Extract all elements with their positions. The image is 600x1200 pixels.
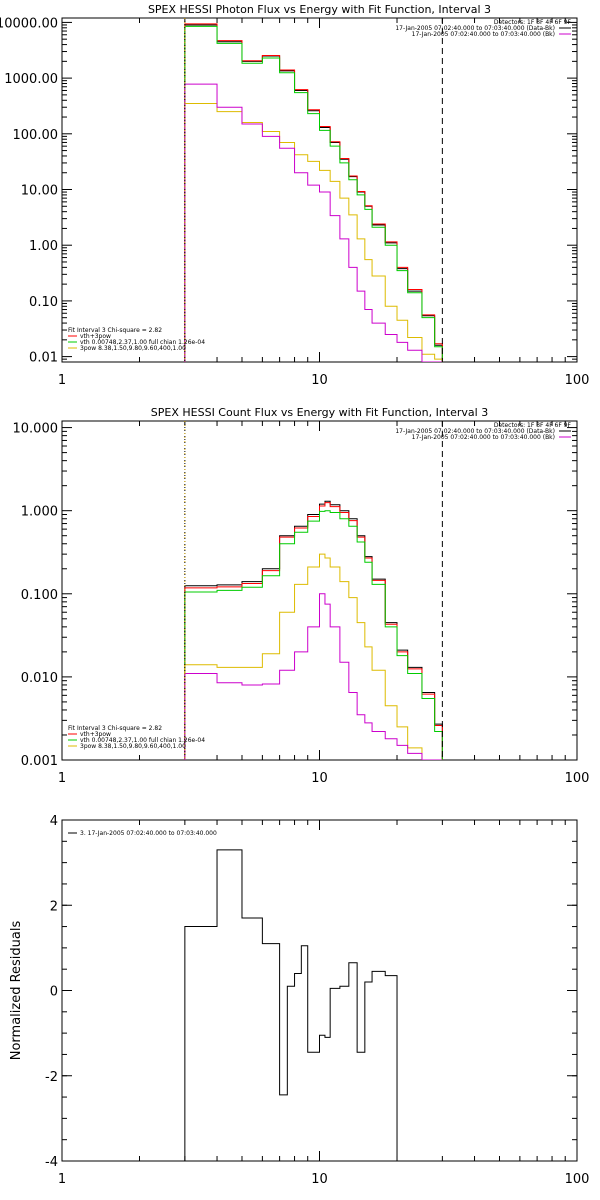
panel3-y-tick-label: -2	[45, 1070, 58, 1085]
count-flux-panel: SPEX HESSI Count Flux vs Energy with Fit…	[13, 406, 590, 786]
panel3-x-tick-label: 10	[311, 1172, 328, 1187]
panel2-series-3pow	[184, 553, 443, 760]
panel3-legend-left-text: 3. 17-Jan-2005 07:02:40.000 to 07:03:40.…	[80, 830, 217, 837]
panel1-series-vth	[184, 25, 443, 362]
panel3-y-tick-label: 2	[50, 899, 58, 914]
panel2-y-tick-label: 10.000	[13, 422, 59, 437]
panel2-legend-left-text: 3pow 8.38,1.50,9.80,9.60,400,1.00	[80, 743, 186, 750]
panel1-legend-left-text: 3pow 8.38,1.50,9.80,9.60,400,1.00	[80, 345, 186, 352]
panel2-legend-right-text: 17-Jan-2005 07:02:40.000 to 07:03:40.000…	[395, 428, 555, 435]
panel1-y-tick-label: 1.00	[29, 239, 58, 254]
panel2-title: SPEX HESSI Count Flux vs Energy with Fit…	[151, 406, 488, 419]
panel1-y-tick-label: 10.00	[21, 184, 58, 199]
panel1-legend-right-text: Detectors: 1F 3F 4F 6F 9F	[494, 19, 572, 26]
panel2-legend-left-text: Fit Interval 3 Chi-square = 2.82	[68, 725, 162, 732]
residuals-panel: Normalized Residuals 1 10 100 4 2 0 -2 -4 3. 17-J…	[9, 814, 589, 1187]
panel2-y-tick-label: 0.100	[21, 588, 58, 603]
panel1-legend-right-text: 17-Jan-2005 07:02:40.000 to 07:03:40.000…	[395, 25, 555, 32]
panel1-series-data-bk	[184, 24, 443, 362]
panel1-series-bk	[184, 83, 443, 362]
panel1-series-vth-3pow	[184, 23, 443, 362]
panel3-y-tick-label: 4	[50, 814, 58, 829]
panel1-series-3pow	[184, 103, 443, 362]
panel3-y-axis-label: Normalized Residuals	[9, 921, 24, 1061]
panel2-y-tick-label: 0.010	[21, 671, 58, 686]
panel3-x-tick-label: 100	[565, 1172, 590, 1187]
panel1-legend-right-text: 17-Jan-2005 07:02:40.000 to 07:03:40.000…	[412, 31, 555, 38]
panel3-y-tick-label: -4	[45, 1155, 58, 1170]
photon-flux-panel: SPEX HESSI Photon Flux vs Energy with Fi…	[0, 3, 589, 388]
panel2-series-data-bk	[184, 500, 443, 760]
panel2-x-tick-label: 10	[311, 771, 328, 786]
panel2-series-vth	[184, 510, 443, 760]
panel3-plot-frame	[61, 819, 578, 1162]
panel2-y-tick-label: 0.001	[21, 754, 58, 769]
panel3-x-tick-label: 1	[58, 1172, 66, 1187]
panel1-y-tick-label: 100.00	[13, 128, 59, 143]
panel2-legend-left-text: vth 0.00748,2.37,1.00 full chian 1.26e-0…	[80, 737, 205, 744]
panel2-legend-left-text: vth+3pow	[80, 731, 111, 738]
panel1-y-tick-label: 1000.00	[4, 72, 58, 87]
panel2-legend-right-text: 17-Jan-2005 07:02:40.000 to 07:03:40.000…	[412, 434, 555, 441]
panel3-y-tick-label: 0	[50, 985, 58, 1000]
panel2-x-tick-label: 1	[58, 771, 66, 786]
panel1-x-tick-label: 10	[311, 373, 328, 388]
panel2-series-vth-3pow	[184, 502, 443, 760]
panel1-legend-left-text: Fit Interval 3 Chi-square = 2.82	[68, 327, 162, 334]
panel1-y-tick-label: 0.01	[29, 351, 58, 366]
panel2-plot-frame	[61, 420, 578, 761]
panel2-y-tick-label: 1.000	[21, 505, 58, 520]
panel1-y-tick-label: 0.10	[29, 295, 58, 310]
panel2-legend-right-text: Detectors: 1F 3F 4F 6F 9F	[494, 422, 572, 429]
panel1-title: SPEX HESSI Photon Flux vs Energy with Fi…	[148, 3, 491, 16]
panel1-legend-left-text: vth 0.00748,2.37,1.00 full chian 1.26e-0…	[80, 339, 205, 346]
panel1-x-tick-label: 100	[565, 373, 590, 388]
panel2-series-bk	[184, 593, 443, 760]
panel1-x-tick-label: 1	[58, 373, 66, 388]
panel2-x-tick-label: 100	[565, 771, 590, 786]
panel1-legend-left-text: vth+3pow	[80, 333, 111, 340]
panel1-y-tick-label: 10000.00	[0, 16, 58, 31]
panel3-series-residuals	[184, 849, 398, 1161]
